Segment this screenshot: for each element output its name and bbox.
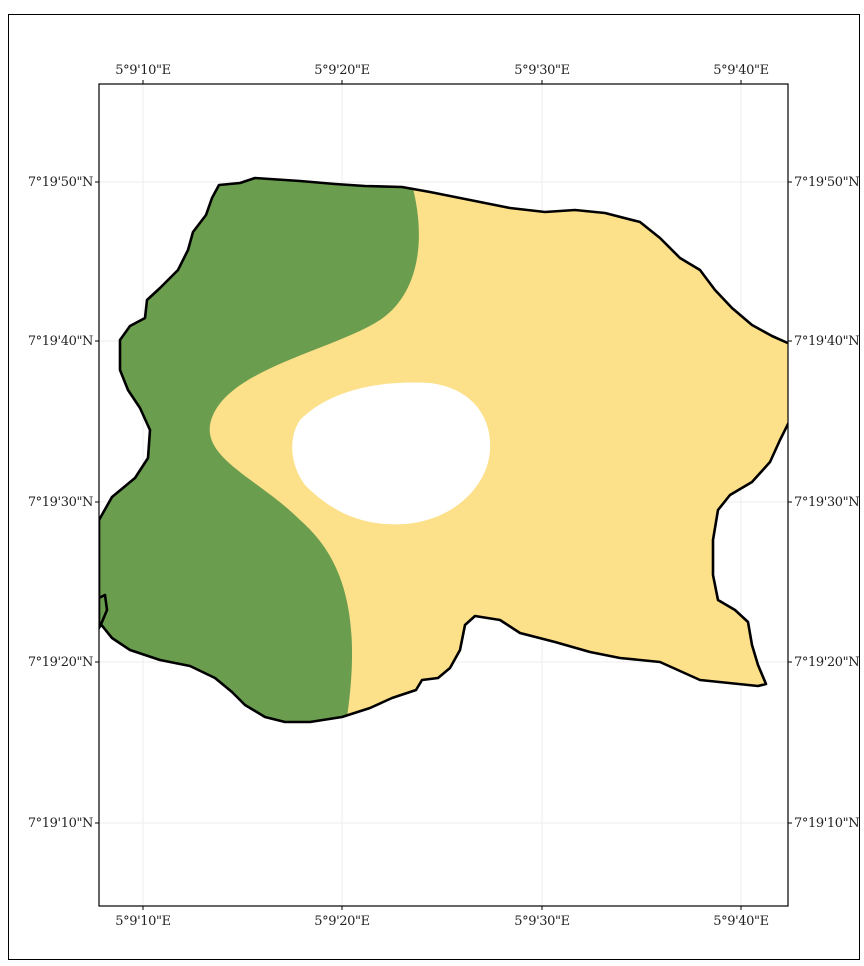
lat-label-right-1: 7°19'50"N — [794, 175, 859, 190]
white-hole — [292, 382, 491, 525]
lat-label-left-1: 7°19'50"N — [28, 175, 93, 190]
tick-marks — [95, 80, 792, 910]
lon-label-bottom-1: 5°9'10"E — [115, 914, 170, 929]
lat-label-left-5: 7°19'10"N — [28, 816, 93, 831]
lat-label-right-4: 7°19'20"N — [794, 655, 859, 670]
lon-label-top-4: 5°9'40"E — [713, 63, 768, 78]
lon-label-bottom-3: 5°9'30"E — [514, 914, 569, 929]
lat-label-left-3: 7°19'30"N — [28, 495, 93, 510]
lat-label-left-2: 7°19'40"N — [28, 334, 93, 349]
lat-label-right-3: 7°19'30"N — [794, 495, 859, 510]
green-zone — [99, 178, 419, 722]
map-panel-border — [98, 83, 789, 907]
lon-label-bottom-4: 5°9'40"E — [713, 914, 768, 929]
lat-label-right-5: 7°19'10"N — [794, 816, 859, 831]
map-frame — [8, 14, 860, 960]
lat-label-left-4: 7°19'20"N — [28, 655, 93, 670]
lat-label-right-2: 7°19'40"N — [794, 334, 859, 349]
lon-label-top-3: 5°9'30"E — [514, 63, 569, 78]
lon-label-bottom-2: 5°9'20"E — [314, 914, 369, 929]
lon-label-top-2: 5°9'20"E — [314, 63, 369, 78]
lon-label-top-1: 5°9'10"E — [115, 63, 170, 78]
